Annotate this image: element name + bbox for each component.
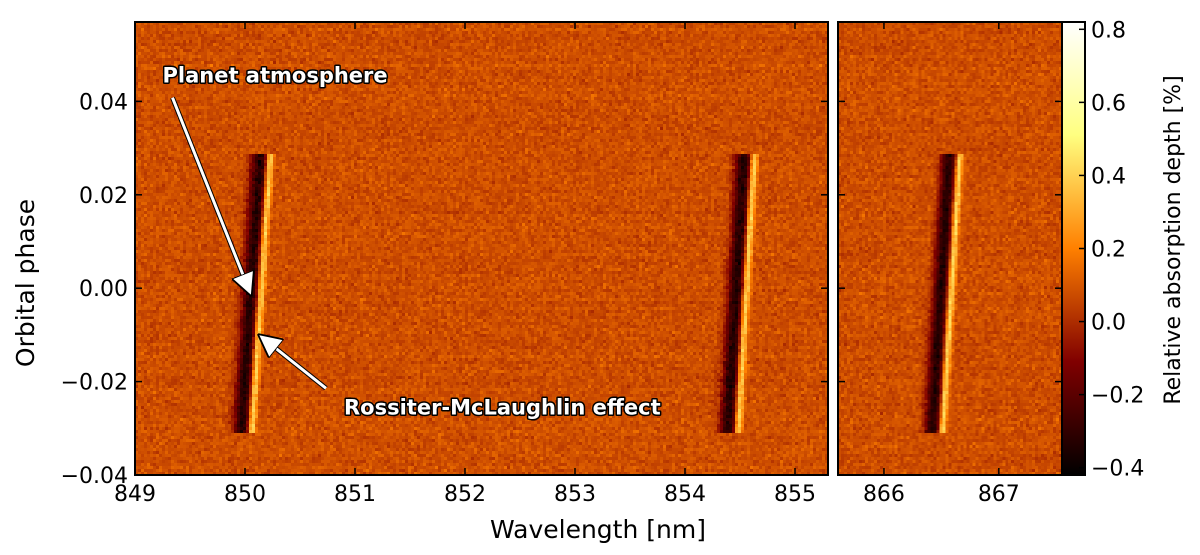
x-tick-label: 852 bbox=[444, 482, 486, 507]
ticks: −0.04 −0.02 0.00 0.02 0.04 849 850 851 852 853 854… bbox=[61, 18, 1145, 507]
x-tick-label: 851 bbox=[334, 482, 376, 507]
colorbar-tick-label: 0.0 bbox=[1091, 311, 1126, 336]
y-tick-label: −0.02 bbox=[61, 371, 128, 396]
colorbar-tick-label: −0.2 bbox=[1091, 384, 1144, 409]
annotation-arrow bbox=[171, 97, 249, 288]
y-axis-label: Orbital phase bbox=[11, 199, 40, 367]
x-axis-label: Wavelength [nm] bbox=[490, 515, 706, 544]
colorbar bbox=[1062, 22, 1085, 475]
colorbar-tick-label: 0.4 bbox=[1091, 164, 1126, 189]
x-tick-label: 866 bbox=[863, 482, 905, 507]
colorbar-tick-label: 0.6 bbox=[1091, 91, 1126, 116]
annotation-label: Planet atmosphere bbox=[163, 64, 388, 88]
colorbar-label: Relative absorption depth [%] bbox=[1161, 75, 1186, 404]
heatmap-layer bbox=[135, 22, 1062, 475]
colorbar-tick-label: 0.2 bbox=[1091, 238, 1126, 263]
axes-frames bbox=[134, 21, 1086, 476]
y-tick-label: 0.04 bbox=[79, 90, 128, 115]
colorbar-tick-label: −0.4 bbox=[1091, 457, 1144, 482]
x-tick-label: 853 bbox=[554, 482, 596, 507]
heatmap-panel-2 bbox=[838, 22, 1062, 475]
colorbar-gradient bbox=[1062, 22, 1085, 475]
x-tick-label: 867 bbox=[978, 482, 1020, 507]
annotations: Planet atmosphere Rossiter-McLaughlin eff… bbox=[161, 62, 662, 421]
x-tick-label: 855 bbox=[774, 482, 816, 507]
x-tick-label: 849 bbox=[114, 482, 156, 507]
colorbar-tick-label: 0.8 bbox=[1091, 18, 1126, 43]
annotation-label: Rossiter-McLaughlin effect bbox=[344, 395, 661, 419]
heatmap-panel-1 bbox=[135, 22, 828, 475]
y-tick-label: 0.00 bbox=[79, 277, 128, 302]
y-tick-label: −0.04 bbox=[61, 464, 128, 489]
x-tick-label: 850 bbox=[224, 482, 266, 507]
panel-frame-1 bbox=[134, 21, 829, 476]
annotation-arrow bbox=[265, 340, 327, 390]
y-tick-label: 0.02 bbox=[79, 184, 128, 209]
x-tick-label: 854 bbox=[664, 482, 706, 507]
